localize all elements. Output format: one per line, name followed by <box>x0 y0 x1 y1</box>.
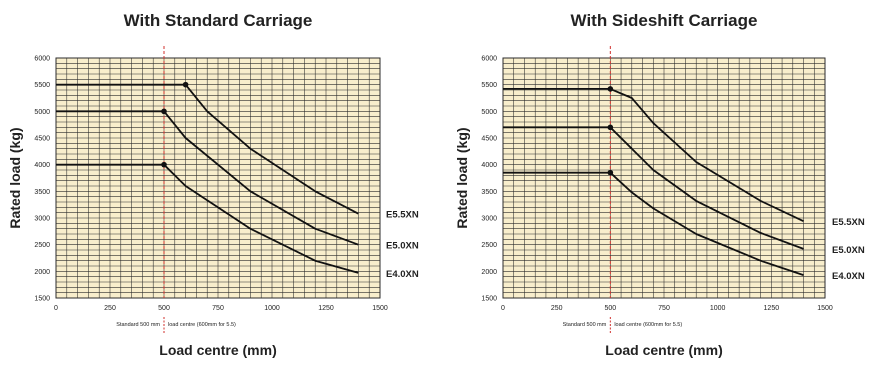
y-tick-label: 3500 <box>481 189 497 196</box>
y-tick-label: 4500 <box>34 136 50 143</box>
y-tick-label: 4000 <box>481 162 497 169</box>
series-marker-E4.0XN <box>161 162 167 168</box>
reference-note-right: load centre (600mm for 5.5) <box>168 322 236 328</box>
reference-note-right: load centre (600mm for 5.5) <box>614 322 682 328</box>
series-label-E5.5XN: E5.5XN <box>832 217 865 228</box>
x-tick-label: 750 <box>212 305 224 312</box>
y-axis-label: Rated load (kg) <box>454 127 470 228</box>
y-tick-label: 2000 <box>481 269 497 276</box>
y-tick-label: 4500 <box>481 136 497 143</box>
reference-note-left: Standard 500 mm <box>563 322 607 328</box>
x-tick-label: 500 <box>158 305 170 312</box>
y-tick-label: 5500 <box>34 82 50 89</box>
y-tick-label: 2500 <box>34 242 50 249</box>
x-tick-label: 1250 <box>764 305 780 312</box>
x-tick-label: 1500 <box>372 305 388 312</box>
y-tick-label: 5000 <box>34 109 50 116</box>
y-tick-label: 4000 <box>34 162 50 169</box>
chart-1: With Standard Carriage150020002500300035… <box>7 11 419 358</box>
y-tick-label: 5000 <box>481 109 497 116</box>
y-tick-label: 6000 <box>34 56 50 63</box>
y-tick-label: 6000 <box>481 56 497 63</box>
series-label-E5.0XN: E5.0XN <box>832 245 865 256</box>
x-tick-label: 250 <box>551 305 563 312</box>
y-tick-label: 3000 <box>481 216 497 223</box>
x-tick-label: 750 <box>658 305 670 312</box>
y-tick-label: 3000 <box>34 216 50 223</box>
series-marker-E4.0XN <box>608 170 614 176</box>
series-label-E5.5XN: E5.5XN <box>386 210 419 221</box>
x-tick-label: 1000 <box>264 305 280 312</box>
y-tick-label: 2500 <box>481 242 497 249</box>
chart-2: With Sideshift Carriage15002000250030003… <box>454 11 865 358</box>
y-tick-label: 5500 <box>481 82 497 89</box>
series-label-E4.0XN: E4.0XN <box>832 271 865 282</box>
x-tick-label: 1000 <box>710 305 726 312</box>
series-marker-E5.0XN <box>161 109 167 115</box>
x-tick-label: 250 <box>104 305 116 312</box>
x-tick-label: 0 <box>54 305 58 312</box>
y-tick-label: 3500 <box>34 189 50 196</box>
x-tick-label: 500 <box>604 305 616 312</box>
x-tick-label: 0 <box>501 305 505 312</box>
x-tick-label: 1250 <box>318 305 334 312</box>
reference-note-left: Standard 500 mm <box>116 322 160 328</box>
series-label-E4.0XN: E4.0XN <box>386 269 419 280</box>
series-marker-E5.0XN <box>608 125 614 131</box>
series-marker-E5.5XN <box>183 82 189 88</box>
series-label-E5.0XN: E5.0XN <box>386 241 419 252</box>
y-tick-label: 2000 <box>34 269 50 276</box>
y-axis-label: Rated load (kg) <box>7 127 23 228</box>
chart-title: With Sideshift Carriage <box>571 11 758 30</box>
x-tick-label: 1500 <box>817 305 833 312</box>
series-marker-E5.5XN <box>608 86 614 92</box>
x-axis-label: Load centre (mm) <box>605 342 722 358</box>
chart-title: With Standard Carriage <box>124 11 313 30</box>
x-axis-label: Load centre (mm) <box>159 342 276 358</box>
y-tick-label: 1500 <box>481 296 497 303</box>
y-tick-label: 1500 <box>34 296 50 303</box>
